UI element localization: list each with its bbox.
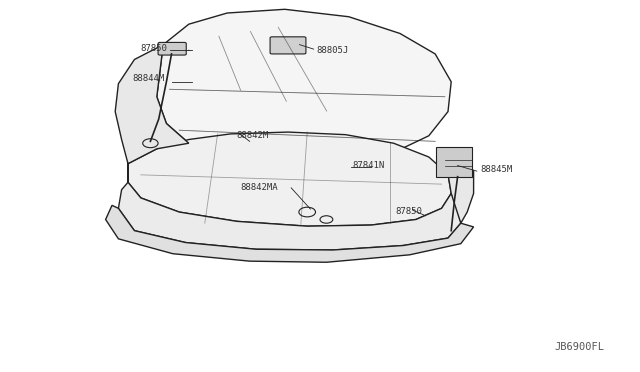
Text: 88842MA: 88842MA <box>240 183 278 192</box>
Polygon shape <box>448 149 474 223</box>
Text: 87841N: 87841N <box>352 161 384 170</box>
FancyBboxPatch shape <box>158 42 186 55</box>
Polygon shape <box>128 132 451 226</box>
Polygon shape <box>157 9 451 164</box>
Text: JB6900FL: JB6900FL <box>555 341 605 352</box>
Bar <box>436 147 472 177</box>
Text: 88842M: 88842M <box>237 131 269 140</box>
Text: 88844M: 88844M <box>133 74 165 83</box>
Text: 88845M: 88845M <box>480 165 512 174</box>
Text: 88805J: 88805J <box>317 46 349 55</box>
Text: 87850: 87850 <box>396 207 422 216</box>
FancyBboxPatch shape <box>270 37 306 54</box>
Polygon shape <box>118 182 461 250</box>
Text: 87850: 87850 <box>141 44 168 53</box>
Polygon shape <box>106 205 474 262</box>
Polygon shape <box>115 45 189 182</box>
